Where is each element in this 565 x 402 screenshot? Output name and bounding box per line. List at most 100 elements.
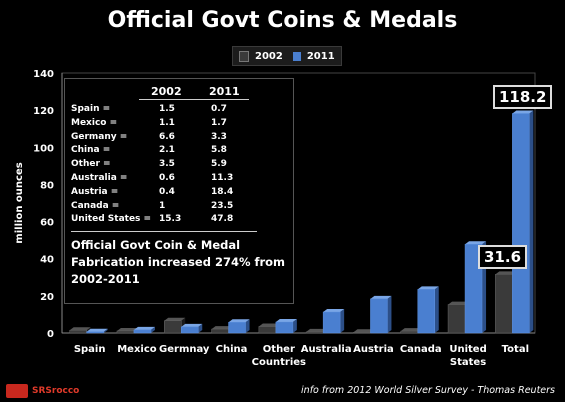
inset-row-label: Australia = <box>71 173 128 183</box>
bar-2011 <box>181 326 199 334</box>
bar-2002 <box>164 320 182 334</box>
inset-row: Germany = 6.6 3.3 <box>71 132 281 145</box>
bar-top-2011 <box>228 319 250 323</box>
bar-side-2011 <box>340 309 345 333</box>
y-tick-label: 120 <box>33 106 54 117</box>
legend-label-2002: 2002 <box>255 50 283 62</box>
x-tick-label: Canada <box>400 344 442 355</box>
inset-row-2002: 1 <box>159 200 166 211</box>
y-tick-label: 100 <box>33 143 54 154</box>
inset-row-label: Germany = <box>71 131 128 142</box>
bar-2011 <box>322 311 341 334</box>
inset-note-rule <box>71 231 257 232</box>
y-tick-label: 40 <box>40 255 54 266</box>
bar-top-2002 <box>164 317 186 321</box>
x-tick-label: China <box>216 344 248 355</box>
x-tick-label: Countries <box>252 357 306 368</box>
inset-row-2002: 2.1 <box>159 145 175 156</box>
bar-2011 <box>512 113 530 334</box>
bar-side-2011 <box>292 319 297 333</box>
x-tick-label: Total <box>502 344 529 355</box>
bar-2002 <box>258 326 277 334</box>
bar-2011 <box>417 289 435 334</box>
x-tick-label: Mexico <box>117 344 157 355</box>
bar-top-2011 <box>275 319 297 323</box>
bar-2002 <box>495 274 513 334</box>
x-tick-label: Australia <box>301 344 352 355</box>
callout-total-2011: 118.2 <box>493 85 553 109</box>
inset-note: Official Govt Coin & Medal Fabrication i… <box>71 238 286 286</box>
legend-swatch-2002 <box>239 50 249 62</box>
bar-top-2002 <box>258 323 280 327</box>
bar-top-2002 <box>400 328 422 332</box>
inset-row-label: Spain = <box>71 104 111 114</box>
y-tick-label: 0 <box>47 329 54 340</box>
bar-top-2002 <box>69 327 91 331</box>
x-tick-label: Germnay <box>159 344 210 355</box>
bar-2002 <box>353 332 371 334</box>
inset-row-2011: 5.8 <box>211 145 227 156</box>
y-axis-label: million ounces <box>14 162 25 243</box>
inset-row: Spain = 1.5 0.7 <box>71 104 281 117</box>
logo-brand: SRSrocco <box>32 386 80 396</box>
bar-side-2011 <box>150 326 155 333</box>
inset-row-2011: 11.3 <box>211 173 234 183</box>
inset-header-2002: 2002 <box>151 85 182 98</box>
bar-side-2011 <box>529 110 534 333</box>
bar-2011 <box>133 329 152 334</box>
bar-top-2011 <box>86 328 108 332</box>
inset-row: Austria = 0.4 18.4 <box>71 187 281 200</box>
inset-header-2011: 2011 <box>209 85 240 98</box>
x-tick-label: United <box>449 344 486 355</box>
x-tick-label: Spain <box>74 344 106 355</box>
y-tick-label: 140 <box>33 69 54 80</box>
inset-row-2011: 0.7 <box>211 104 227 114</box>
callout-total-2002: 31.6 <box>478 245 528 269</box>
y-tick-label: 80 <box>40 180 54 191</box>
x-tick-label: Other <box>263 344 295 355</box>
bar-side-2011 <box>198 323 203 333</box>
bar-top-2011 <box>417 286 439 290</box>
inset-row-2002: 1.5 <box>159 104 175 114</box>
bar-side-2011 <box>245 319 250 333</box>
legend: 2002 2011 <box>232 46 342 66</box>
inset-row-2002: 3.5 <box>159 159 175 170</box>
bar-top-2011 <box>512 110 534 114</box>
inset-header-rule <box>139 99 249 100</box>
bar-2002 <box>305 331 324 334</box>
bar-top-2011 <box>465 241 487 245</box>
x-tick-label: Austria <box>353 344 394 355</box>
logo-mark-icon <box>6 384 28 398</box>
inset-row-2011: 5.9 <box>211 159 227 170</box>
bar-2011 <box>370 298 388 334</box>
bar-top-2011 <box>181 323 203 327</box>
source-footer: info from 2012 World Silver Survey - Tho… <box>301 385 555 396</box>
inset-row-label: Other = <box>71 159 111 170</box>
inset-row-2002: 0.4 <box>159 186 175 197</box>
bar-2011 <box>228 321 246 334</box>
legend-label-2011: 2011 <box>306 50 335 62</box>
bar-2002 <box>400 330 418 334</box>
bar-side-2011 <box>103 328 108 333</box>
y-tick-label: 60 <box>40 218 54 229</box>
inset-row-label: Mexico = <box>71 117 118 128</box>
inset-row: United States = 15.3 47.8 <box>71 214 281 227</box>
inset-row-label: China = <box>71 145 111 156</box>
bar-2011 <box>86 331 104 334</box>
y-tick-label: 20 <box>40 292 54 303</box>
bar-2011 <box>464 243 483 334</box>
inset-row: Canada = 1 23.5 <box>71 201 281 214</box>
inset-row: Mexico = 1.1 1.7 <box>71 118 281 131</box>
bar-top-2011 <box>323 309 345 313</box>
inset-row-2002: 0.6 <box>159 173 175 183</box>
inset-row-2011: 18.4 <box>211 186 234 197</box>
inset-row-label: United States = <box>71 214 152 225</box>
inset-row-label: Canada = <box>71 200 120 211</box>
inset-row-label: Austria = <box>71 186 119 197</box>
bar-top-2002 <box>211 326 233 330</box>
bar-top-2002 <box>116 327 138 331</box>
inset-row-2002: 1.1 <box>159 117 175 128</box>
inset-row: China = 2.1 5.8 <box>71 145 281 158</box>
inset-row-2011: 1.7 <box>211 117 227 128</box>
